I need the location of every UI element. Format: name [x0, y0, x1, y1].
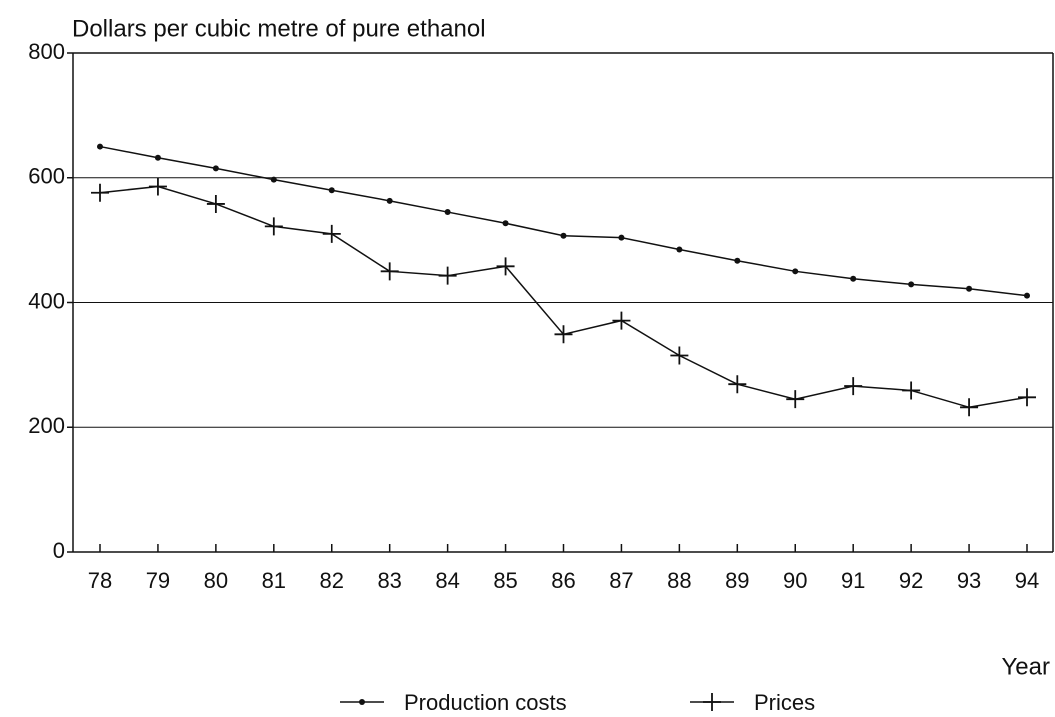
point	[380, 262, 399, 281]
point	[386, 197, 393, 204]
legend-marker	[359, 699, 365, 705]
point	[554, 325, 573, 344]
point	[844, 377, 863, 396]
x-tick-label: 82	[320, 568, 344, 593]
x-tick-label: 78	[88, 568, 112, 593]
line	[99, 185, 1028, 409]
point	[212, 165, 219, 172]
point	[154, 154, 161, 161]
legend-label: Production costs	[404, 690, 567, 715]
y-tick-label: 0	[53, 538, 65, 563]
point	[206, 194, 225, 213]
point	[670, 346, 689, 365]
point	[97, 143, 103, 150]
chart-title: Dollars per cubic metre of pure ethanol	[72, 15, 486, 42]
x-tick-label: 90	[783, 568, 807, 593]
x-tick-label: 81	[262, 568, 286, 593]
x-tick-label: 94	[1015, 568, 1039, 593]
point	[850, 275, 857, 282]
point	[676, 246, 683, 253]
point	[786, 390, 805, 409]
x-tick-label: 80	[204, 568, 228, 593]
point	[438, 266, 457, 285]
point	[618, 234, 625, 241]
x-tick-label: 87	[609, 568, 633, 593]
point	[734, 257, 741, 264]
x-tick-label: 88	[667, 568, 691, 593]
legend-label: Prices	[754, 690, 815, 715]
point	[502, 220, 509, 227]
point	[322, 224, 341, 243]
x-tick-label: 84	[435, 568, 459, 593]
point	[728, 375, 747, 394]
x-tick-label: 91	[841, 568, 865, 593]
point	[496, 257, 515, 276]
point	[560, 232, 567, 239]
x-tick-label: 93	[957, 568, 981, 593]
point	[91, 183, 109, 202]
point	[966, 285, 973, 292]
y-tick-label: 600	[28, 164, 65, 189]
x-tick-label: 83	[377, 568, 401, 593]
point	[612, 311, 631, 330]
x-tick-label: 89	[725, 568, 749, 593]
point	[960, 398, 979, 417]
point	[444, 209, 451, 216]
y-tick-label: 400	[28, 288, 65, 313]
legend-marker	[703, 693, 721, 711]
line	[99, 145, 1028, 297]
x-axis-label: Year	[1002, 653, 1051, 680]
y-tick-label: 800	[28, 39, 65, 64]
point	[908, 281, 915, 288]
point	[148, 177, 167, 196]
point	[902, 381, 921, 400]
x-tick-label: 92	[899, 568, 923, 593]
point	[328, 187, 335, 194]
point	[1018, 388, 1036, 407]
x-tick-label: 86	[551, 568, 575, 593]
point	[270, 176, 277, 183]
y-tick-label: 200	[28, 413, 65, 438]
x-tick-label: 85	[493, 568, 517, 593]
x-tick-label: 79	[146, 568, 170, 593]
point	[1024, 292, 1030, 299]
point	[792, 268, 799, 275]
point	[264, 217, 283, 236]
